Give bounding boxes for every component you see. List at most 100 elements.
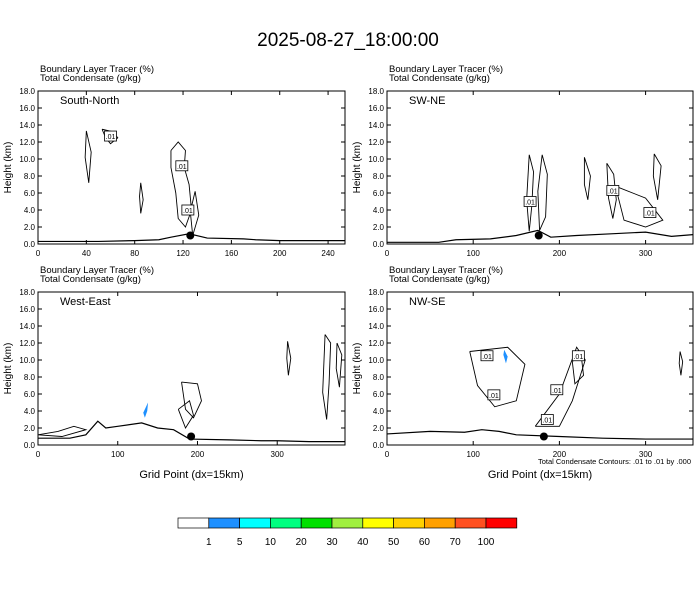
x-tick-label: 200	[553, 249, 567, 258]
x-tick-label: 200	[553, 450, 567, 459]
y-tick-label: 4.0	[24, 407, 36, 416]
y-tick-label: 4.0	[373, 407, 385, 416]
panel-name: SW-NE	[409, 95, 445, 107]
y-tick-label: 4.0	[373, 206, 385, 215]
panel-west-east: Boundary Layer Tracer (%)Total Condensat…	[3, 265, 346, 481]
y-tick-label: 10.0	[368, 356, 384, 365]
panel-header-tracer: Boundary Layer Tracer (%)	[40, 64, 154, 75]
y-tick-label: 10.0	[368, 155, 384, 164]
contour-note: Total Condensate Contours: .01 to .01 by…	[538, 457, 691, 466]
contour-label: .01	[573, 354, 583, 361]
contour-label: .01	[489, 393, 499, 400]
colorbar-swatch	[208, 517, 240, 529]
colorbar-swatch	[270, 517, 302, 529]
y-tick-label: 8.0	[24, 172, 36, 181]
terrain-line	[386, 429, 693, 440]
colorbar-label: 5	[237, 537, 243, 548]
panel-header-condensate: Total Condensate (g/kg)	[40, 73, 141, 84]
location-marker	[534, 231, 543, 240]
panel-header-tracer: Boundary Layer Tracer (%)	[389, 64, 503, 75]
condensate-contour	[177, 400, 194, 430]
y-tick-label: 6.0	[373, 189, 385, 198]
y-tick-label: 0.0	[24, 441, 36, 450]
colorbar-swatch	[454, 517, 487, 529]
y-tick-label: 6.0	[24, 189, 36, 198]
colorbar-label: 20	[296, 537, 308, 548]
condensate-contour	[335, 342, 343, 388]
plot-frame	[386, 90, 694, 245]
condensate-contour	[614, 185, 664, 228]
contour-label-box	[181, 204, 195, 216]
contour-label-box	[550, 384, 564, 396]
colorbar-label: 1	[206, 537, 212, 548]
y-tick-label: 14.0	[368, 121, 384, 130]
contour-label-box	[175, 160, 189, 172]
panel-header-condensate: Total Condensate (g/kg)	[389, 73, 490, 84]
panel-header-tracer: Boundary Layer Tracer (%)	[40, 265, 154, 276]
condensate-contour	[322, 334, 332, 420]
panel-nw-se: Boundary Layer Tracer (%) Total Condensat…	[352, 265, 694, 481]
contour-label-box	[606, 185, 620, 196]
y-tick-label: 16.0	[368, 104, 384, 113]
y-tick-label: 16.0	[19, 104, 35, 113]
x-tick-label: 80	[130, 249, 139, 258]
contour-label-box	[104, 130, 117, 142]
panel-header-condensate: Total Condensate (g/kg)	[40, 274, 141, 285]
contour-label-box	[487, 389, 501, 401]
y-tick-label: 18.0	[368, 288, 384, 297]
colorbar-label: 70	[450, 537, 462, 548]
location-marker	[187, 432, 196, 441]
y-tick-label: 10.0	[19, 356, 35, 365]
panel-south-north: Boundary Layer Tracer (%)Total Condensat…	[3, 64, 346, 258]
y-tick-label: 0.0	[373, 441, 385, 450]
x-tick-label: 200	[191, 450, 205, 459]
y-tick-label: 6.0	[24, 390, 36, 399]
y-axis-label: Height (km)	[352, 142, 363, 194]
condensate-contour	[537, 154, 548, 231]
panel-header-tracer: Boundary Layer Tracer (%)	[389, 265, 503, 276]
y-tick-label: 8.0	[373, 172, 385, 181]
y-tick-label: 12.0	[368, 339, 384, 348]
y-tick-label: 18.0	[19, 87, 35, 96]
y-tick-label: 14.0	[19, 322, 35, 331]
y-tick-label: 2.0	[24, 223, 36, 232]
contour-label: .01	[177, 164, 187, 171]
colorbar-swatch	[393, 517, 425, 529]
contour-label: .01	[525, 200, 535, 207]
plot-frame	[37, 291, 346, 446]
colorbar: 1 5 10 20 30 40 50 60 70 100	[177, 517, 518, 548]
terrain-line	[38, 420, 345, 443]
x-tick-label: 0	[36, 450, 41, 459]
panel-sw-ne: Boundary Layer Tracer (%)Total Condensat…	[352, 64, 694, 258]
contour-label: .01	[106, 134, 116, 141]
location-marker	[186, 231, 195, 240]
y-tick-label: 2.0	[24, 424, 36, 433]
colorbar-swatch	[239, 517, 271, 529]
terrain-line	[387, 229, 694, 243]
y-tick-label: 14.0	[368, 322, 384, 331]
y-tick-label: 16.0	[368, 305, 384, 314]
colorbar-swatch	[485, 517, 518, 529]
condensate-contour	[652, 153, 662, 200]
y-tick-label: 12.0	[368, 138, 384, 147]
condensate-contour	[37, 425, 88, 437]
y-tick-label: 16.0	[19, 305, 35, 314]
colorbar-label: 50	[388, 537, 400, 548]
colorbar-swatch	[177, 517, 210, 529]
panel-name: South-North	[60, 95, 119, 107]
contour-label-box	[643, 207, 657, 218]
contour-label: .01	[552, 388, 562, 395]
x-tick-label: 0	[36, 249, 41, 258]
y-axis-label: Height (km)	[3, 142, 14, 194]
y-axis-label: Height (km)	[352, 343, 363, 395]
panel-name: West-East	[60, 296, 111, 308]
plot-frame	[37, 90, 346, 245]
colorbar-swatch	[331, 517, 364, 529]
colorbar-swatch	[362, 517, 394, 529]
x-tick-label: 0	[385, 450, 390, 459]
x-tick-label: 40	[82, 249, 91, 258]
colorbar-label: 30	[326, 537, 338, 548]
y-tick-label: 6.0	[373, 390, 385, 399]
contour-label-box	[523, 196, 537, 207]
